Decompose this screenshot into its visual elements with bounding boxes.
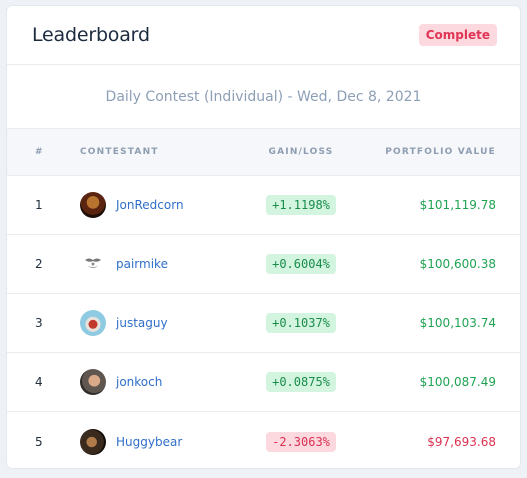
portfolio-value: $100,600.38 bbox=[419, 257, 496, 271]
gain-badge: +1.1198% bbox=[266, 195, 336, 215]
column-header-rank: # bbox=[35, 147, 44, 157]
gain-badge: +0.1037% bbox=[266, 313, 336, 333]
contestant-link[interactable]: justaguy bbox=[116, 316, 168, 330]
contestant-cell: pairmike bbox=[62, 251, 237, 277]
avatar[interactable] bbox=[80, 428, 106, 455]
gain-cell: +0.1037% bbox=[237, 313, 347, 333]
contestant-cell: justaguy bbox=[62, 310, 237, 336]
column-header-value: PORTFOLIO VALUE bbox=[385, 147, 496, 157]
rank-cell: 1 bbox=[35, 198, 43, 212]
table-row: 3 justaguy +0.1037% $100,103.74 bbox=[7, 294, 520, 353]
status-badge: Complete bbox=[418, 24, 497, 46]
gain-cell: +1.1198% bbox=[237, 195, 347, 215]
gain-badge: +0.6004% bbox=[266, 254, 336, 274]
avatar[interactable] bbox=[80, 369, 106, 395]
contestant-link[interactable]: pairmike bbox=[116, 257, 168, 271]
mustache-icon bbox=[85, 258, 101, 268]
leaderboard-card: Leaderboard Complete Daily Contest (Indi… bbox=[6, 5, 521, 469]
rank-cell: 5 bbox=[35, 434, 43, 449]
table-row: 2 pairmike +0.6004% $100,600.38 bbox=[7, 235, 520, 294]
gain-cell: +0.0875% bbox=[237, 372, 347, 392]
contest-title: Daily Contest (Individual) - Wed, Dec 8,… bbox=[105, 88, 422, 105]
avatar[interactable] bbox=[80, 251, 106, 277]
table-row: 5 Huggybear -2.3063% $97,693.68 bbox=[7, 412, 520, 468]
table-body: 1 JonRedcorn +1.1198% $101,119.78 2 bbox=[7, 176, 520, 468]
contestant-cell: jonkoch bbox=[62, 369, 237, 395]
table-header: # CONTESTANT GAIN/LOSS PORTFOLIO VALUE bbox=[7, 129, 520, 176]
avatar[interactable] bbox=[80, 310, 106, 336]
contest-title-row: Daily Contest (Individual) - Wed, Dec 8,… bbox=[7, 65, 520, 129]
contestant-link[interactable]: JonRedcorn bbox=[116, 198, 184, 212]
portfolio-value: $100,103.74 bbox=[419, 316, 496, 330]
portfolio-value: $97,693.68 bbox=[427, 434, 496, 449]
contestant-link[interactable]: Huggybear bbox=[116, 434, 183, 449]
column-header-contestant: CONTESTANT bbox=[80, 147, 159, 157]
rank-cell: 4 bbox=[35, 375, 43, 389]
portfolio-value: $100,087.49 bbox=[419, 375, 496, 389]
gain-cell: +0.6004% bbox=[237, 254, 347, 274]
leaderboard-header: Leaderboard Complete bbox=[7, 6, 520, 65]
contestant-cell: Huggybear bbox=[62, 428, 237, 455]
portfolio-value: $101,119.78 bbox=[419, 198, 496, 212]
gain-badge: -2.3063% bbox=[266, 431, 336, 452]
contestant-cell: JonRedcorn bbox=[62, 192, 237, 218]
column-header-gain: GAIN/LOSS bbox=[268, 147, 334, 157]
table-row: 1 JonRedcorn +1.1198% $101,119.78 bbox=[7, 176, 520, 235]
rank-cell: 2 bbox=[35, 257, 43, 271]
contestant-link[interactable]: jonkoch bbox=[116, 375, 163, 389]
gain-badge: +0.0875% bbox=[266, 372, 336, 392]
gain-cell: -2.3063% bbox=[237, 431, 347, 452]
rank-cell: 3 bbox=[35, 316, 43, 330]
page-title: Leaderboard bbox=[32, 24, 150, 46]
avatar[interactable] bbox=[80, 192, 106, 218]
table-row: 4 jonkoch +0.0875% $100,087.49 bbox=[7, 353, 520, 412]
